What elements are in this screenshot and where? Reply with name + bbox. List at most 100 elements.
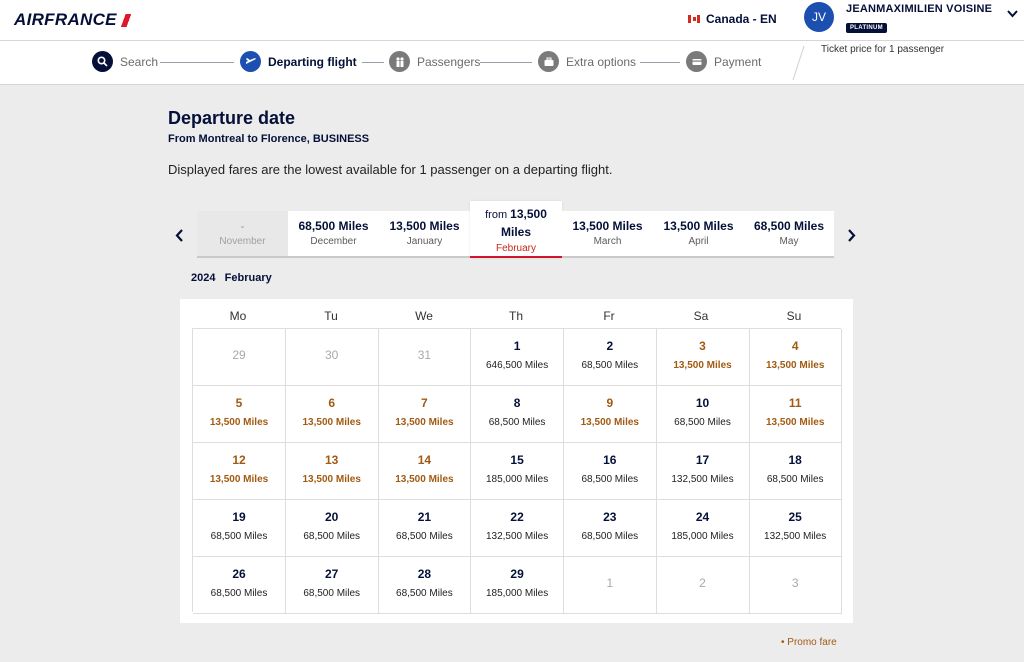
step-payment[interactable]: Payment: [686, 51, 761, 72]
calendar-day[interactable]: 1 646,500 Miles: [471, 329, 565, 386]
step-departing-flight[interactable]: Departing flight: [240, 51, 357, 72]
calendar-day[interactable]: 2 68,500 Miles: [563, 329, 657, 386]
step-search[interactable]: Search: [92, 51, 158, 72]
airfrance-logo[interactable]: AIRFRANCE: [14, 10, 134, 30]
user-avatar[interactable]: JV: [804, 2, 834, 32]
day-price: 13,500 Miles: [766, 417, 825, 428]
calendar-day[interactable]: 4 13,500 Miles: [749, 329, 843, 386]
month-name: January: [406, 236, 443, 247]
country-label: Canada - EN: [706, 12, 777, 26]
calendar-day[interactable]: 19 68,500 Miles: [193, 500, 286, 557]
calendar-day[interactable]: 5 13,500 Miles: [193, 386, 286, 443]
chevron-right-icon[interactable]: [847, 229, 856, 246]
calendar-day[interactable]: 15 185,000 Miles: [471, 443, 565, 500]
day-price: 13,500 Miles: [302, 474, 361, 485]
calendar-day[interactable]: 16 68,500 Miles: [563, 443, 657, 500]
month-carousel: - November 68,500 Miles December 13,500 …: [197, 201, 834, 258]
user-name[interactable]: JEANMAXIMILIEN VOISINE: [846, 3, 993, 15]
calendar-day[interactable]: 27 68,500 Miles: [285, 557, 379, 614]
step-connector: [640, 62, 680, 63]
calendar-day[interactable]: 28 68,500 Miles: [378, 557, 472, 614]
search-icon: [92, 51, 113, 72]
calendar-day[interactable]: 9 13,500 Miles: [563, 386, 657, 443]
month-name: December: [310, 236, 357, 247]
calendar-day[interactable]: 13 13,500 Miles: [285, 443, 379, 500]
calendar-day[interactable]: 18 68,500 Miles: [749, 443, 843, 500]
calendar-day[interactable]: 8 68,500 Miles: [471, 386, 565, 443]
calendar-day[interactable]: 25 132,500 Miles: [749, 500, 843, 557]
calendar-day[interactable]: 14 13,500 Miles: [378, 443, 472, 500]
weekday-header: Tu: [324, 309, 338, 323]
day-number: 22: [510, 510, 524, 524]
calendar-day-outside: 1: [563, 557, 657, 614]
calendar-day[interactable]: 22 132,500 Miles: [471, 500, 565, 557]
step-extra-options[interactable]: Extra options: [538, 51, 636, 72]
day-number: 13: [325, 453, 339, 467]
day-number: 17: [695, 453, 710, 467]
day-number: 7: [421, 396, 428, 410]
calendar-day[interactable]: 20 68,500 Miles: [285, 500, 379, 557]
day-number: 29: [232, 348, 246, 362]
day-price: 132,500 Miles: [764, 531, 827, 542]
calendar-day[interactable]: 6 13,500 Miles: [285, 386, 379, 443]
ticket-price-note: Ticket price for 1 passenger: [821, 44, 945, 55]
month-tab-november: - November: [197, 211, 288, 258]
day-price: 13,500 Miles: [209, 417, 269, 428]
day-number: 1: [513, 339, 521, 353]
weekday-header: Su: [786, 309, 802, 323]
calendar-day[interactable]: 21 68,500 Miles: [378, 500, 472, 557]
month-tab-january[interactable]: 13,500 Miles January: [379, 211, 470, 258]
canada-flag-icon: [688, 15, 700, 23]
day-number: 11: [788, 396, 802, 410]
month-name: May: [779, 236, 799, 247]
calendar-day-outside: 30: [285, 329, 379, 386]
day-number: 25: [788, 510, 802, 524]
calendar-day[interactable]: 17 132,500 Miles: [656, 443, 750, 500]
month-name: April: [688, 236, 709, 247]
chevron-left-icon[interactable]: [175, 229, 184, 246]
month-tab-february[interactable]: from 13,500 Miles February: [470, 201, 562, 258]
calendar-day[interactable]: 3 13,500 Miles: [656, 329, 750, 386]
day-price: 132,500 Miles: [671, 474, 734, 485]
day-number: 24: [695, 510, 710, 524]
step-connector: [160, 62, 234, 63]
booking-stepper: Search Departing flight Passengers Extra…: [0, 41, 1024, 85]
day-number: 8: [513, 396, 521, 410]
day-price: 68,500 Miles: [581, 531, 639, 542]
day-number: 28: [417, 567, 432, 581]
calendar-day[interactable]: 10 68,500 Miles: [656, 386, 750, 443]
weekday-header: Sa: [693, 309, 709, 323]
calendar-day-outside: 2: [656, 557, 750, 614]
calendar-day[interactable]: 26 68,500 Miles: [193, 557, 286, 614]
logo-text: AIRFRANCE: [14, 10, 117, 29]
day-price: 132,500 Miles: [485, 531, 549, 542]
country-selector[interactable]: Canada - EN: [688, 12, 777, 26]
month-tab-april[interactable]: 13,500 Miles April: [653, 211, 744, 258]
step-label-payment: Payment: [714, 54, 762, 69]
calendar-day[interactable]: 29 185,000 Miles: [471, 557, 565, 614]
day-number: 1: [606, 576, 614, 590]
calendar-day[interactable]: 24 185,000 Miles: [656, 500, 750, 557]
month-tab-may[interactable]: 68,500 Miles May: [744, 211, 834, 258]
step-passengers[interactable]: Passengers: [389, 51, 480, 72]
calendar-day[interactable]: 23 68,500 Miles: [563, 500, 657, 557]
day-number: 4: [791, 339, 799, 353]
month-price: 13,500: [510, 207, 547, 221]
month-tab-december[interactable]: 68,500 Miles December: [288, 211, 379, 258]
day-number: 31: [417, 348, 432, 362]
credit-card-icon: [686, 51, 707, 72]
day-number: 18: [788, 453, 802, 467]
day-number: 21: [417, 510, 432, 524]
month-price: 13,500 Miles: [663, 219, 734, 233]
day-number: 23: [603, 510, 617, 524]
day-price: 68,500 Miles: [396, 588, 453, 599]
day-price: 68,500 Miles: [210, 588, 268, 599]
weekday-header: Th: [508, 309, 523, 323]
chevron-down-icon[interactable]: [1007, 9, 1018, 21]
calendar-day[interactable]: 12 13,500 Miles: [193, 443, 286, 500]
month-price: 13,500 Miles: [389, 219, 460, 233]
month-tab-march[interactable]: 13,500 Miles March: [562, 211, 653, 258]
calendar-day[interactable]: 7 13,500 Miles: [378, 386, 472, 443]
calendar-day[interactable]: 11 13,500 Miles: [749, 386, 843, 443]
day-number: 3: [791, 576, 799, 590]
